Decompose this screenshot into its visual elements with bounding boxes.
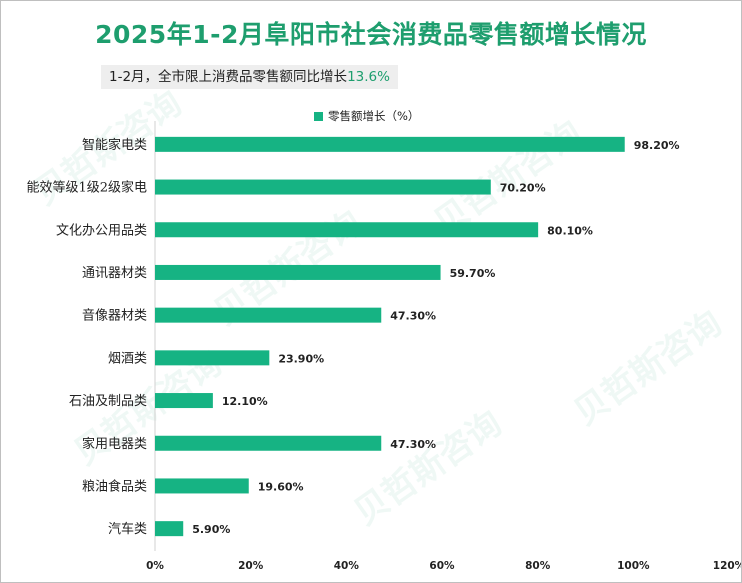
x-tick-label: 120% — [713, 560, 741, 572]
category-label: 烟酒类 — [108, 351, 147, 366]
legend-swatch — [314, 111, 323, 121]
chart-title: 2025年1-2月阜阳市社会消费品零售额增长情况 — [95, 20, 647, 49]
bar — [155, 393, 213, 409]
category-label: 音像器材类 — [82, 308, 147, 324]
x-tick-label: 0% — [146, 560, 164, 572]
chart-legend: 零售额增长（%） — [314, 108, 419, 124]
x-tick-label: 20% — [238, 560, 264, 572]
category-label: 石油及制品类 — [69, 394, 147, 409]
category-label: 通讯器材类 — [82, 266, 147, 281]
bar — [155, 179, 491, 195]
data-label: 47.30% — [390, 438, 436, 451]
data-label: 19.60% — [258, 480, 304, 493]
bar — [155, 136, 625, 152]
legend-label: 零售额增长（%） — [328, 109, 420, 123]
bar — [155, 264, 441, 280]
category-label: 汽车类 — [108, 521, 147, 537]
data-label: 23.90% — [278, 352, 324, 365]
data-label: 12.10% — [222, 395, 268, 408]
category-label: 能效等级1级2级家电 — [26, 180, 147, 196]
category-label: 家用电器类 — [82, 436, 147, 452]
bar — [155, 222, 539, 238]
data-label: 98.20% — [634, 139, 680, 152]
category-label: 智能家电类 — [82, 137, 147, 153]
x-tick-label: 60% — [429, 560, 455, 572]
x-tick-label: 40% — [334, 560, 360, 572]
subtitle-text: 1-2月，全市限上消费品零售额同比增长 — [109, 69, 348, 85]
subtitle-value: 13.6% — [347, 69, 390, 85]
x-tick-label: 100% — [617, 560, 650, 572]
category-label: 粮油食品类 — [82, 478, 147, 494]
data-label: 5.90% — [192, 523, 230, 536]
bar — [155, 307, 382, 323]
bar — [155, 521, 184, 537]
bar — [155, 350, 270, 366]
bar — [155, 478, 249, 494]
x-tick-label: 80% — [525, 560, 551, 572]
data-label: 70.20% — [500, 182, 546, 195]
subtitle-box: 1-2月，全市限上消费品零售额同比增长13.6% — [101, 65, 398, 89]
data-label: 59.70% — [450, 267, 496, 280]
data-label: 80.10% — [547, 224, 593, 237]
category-label: 文化办公用品类 — [56, 223, 147, 238]
data-label: 47.30% — [390, 310, 436, 323]
bar — [155, 435, 382, 451]
